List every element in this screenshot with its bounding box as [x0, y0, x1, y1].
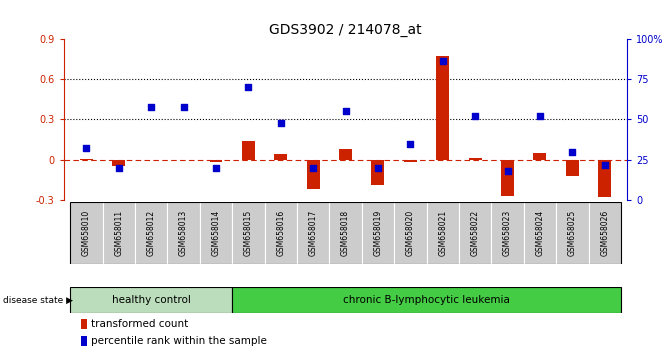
Point: [502, 168, 513, 174]
Point: [146, 104, 156, 109]
FancyBboxPatch shape: [70, 202, 103, 264]
FancyBboxPatch shape: [524, 202, 556, 264]
Title: GDS3902 / 214078_at: GDS3902 / 214078_at: [269, 23, 422, 36]
FancyBboxPatch shape: [459, 202, 491, 264]
FancyBboxPatch shape: [103, 202, 135, 264]
Bar: [339, 149, 352, 160]
Text: GSM658021: GSM658021: [438, 210, 448, 256]
Point: [567, 149, 578, 155]
Text: GSM658022: GSM658022: [470, 210, 480, 256]
Text: GSM658025: GSM658025: [568, 210, 577, 256]
FancyBboxPatch shape: [200, 202, 232, 264]
FancyBboxPatch shape: [427, 202, 459, 264]
Point: [178, 104, 189, 109]
Text: transformed count: transformed count: [91, 319, 188, 329]
Point: [437, 59, 448, 64]
Bar: [209, 160, 223, 162]
FancyBboxPatch shape: [556, 202, 588, 264]
Point: [275, 120, 286, 126]
Text: GSM658023: GSM658023: [503, 210, 512, 256]
Point: [81, 145, 92, 151]
Bar: [599, 160, 611, 197]
Bar: [566, 160, 579, 176]
Text: GSM658024: GSM658024: [535, 210, 544, 256]
Point: [211, 165, 221, 171]
Point: [470, 113, 480, 119]
Bar: [81, 336, 87, 346]
FancyBboxPatch shape: [135, 202, 167, 264]
Point: [340, 109, 351, 114]
Text: GSM658010: GSM658010: [82, 210, 91, 256]
Bar: [533, 153, 546, 160]
Bar: [274, 154, 287, 160]
FancyBboxPatch shape: [491, 202, 524, 264]
FancyBboxPatch shape: [232, 202, 264, 264]
Bar: [436, 56, 449, 160]
Bar: [80, 159, 93, 160]
Text: GSM658011: GSM658011: [114, 210, 123, 256]
FancyBboxPatch shape: [232, 287, 621, 313]
FancyBboxPatch shape: [167, 202, 200, 264]
Point: [308, 165, 319, 171]
Text: chronic B-lymphocytic leukemia: chronic B-lymphocytic leukemia: [343, 295, 510, 305]
Text: GSM658020: GSM658020: [406, 210, 415, 256]
Point: [535, 113, 546, 119]
Text: GSM658015: GSM658015: [244, 210, 253, 256]
Bar: [112, 160, 125, 166]
FancyBboxPatch shape: [329, 202, 362, 264]
Text: GSM658012: GSM658012: [147, 210, 156, 256]
Bar: [501, 160, 514, 196]
Point: [243, 85, 254, 90]
Bar: [372, 160, 384, 185]
FancyBboxPatch shape: [264, 202, 297, 264]
Bar: [404, 160, 417, 162]
Bar: [307, 160, 319, 189]
Bar: [81, 319, 87, 329]
Text: GSM658016: GSM658016: [276, 210, 285, 256]
Text: disease state ▶: disease state ▶: [3, 296, 73, 304]
Point: [405, 141, 416, 147]
Bar: [242, 141, 255, 160]
Bar: [468, 158, 482, 160]
FancyBboxPatch shape: [297, 202, 329, 264]
Point: [599, 162, 610, 167]
Text: GSM658019: GSM658019: [374, 210, 382, 256]
Point: [372, 165, 383, 171]
Text: percentile rank within the sample: percentile rank within the sample: [91, 336, 266, 346]
FancyBboxPatch shape: [70, 287, 232, 313]
Text: GSM658014: GSM658014: [211, 210, 221, 256]
FancyBboxPatch shape: [362, 202, 394, 264]
Text: GSM658013: GSM658013: [179, 210, 188, 256]
Text: healthy control: healthy control: [112, 295, 191, 305]
FancyBboxPatch shape: [394, 202, 427, 264]
Text: GSM658026: GSM658026: [601, 210, 609, 256]
Text: GSM658018: GSM658018: [341, 210, 350, 256]
Point: [113, 165, 124, 171]
Text: GSM658017: GSM658017: [309, 210, 317, 256]
FancyBboxPatch shape: [588, 202, 621, 264]
